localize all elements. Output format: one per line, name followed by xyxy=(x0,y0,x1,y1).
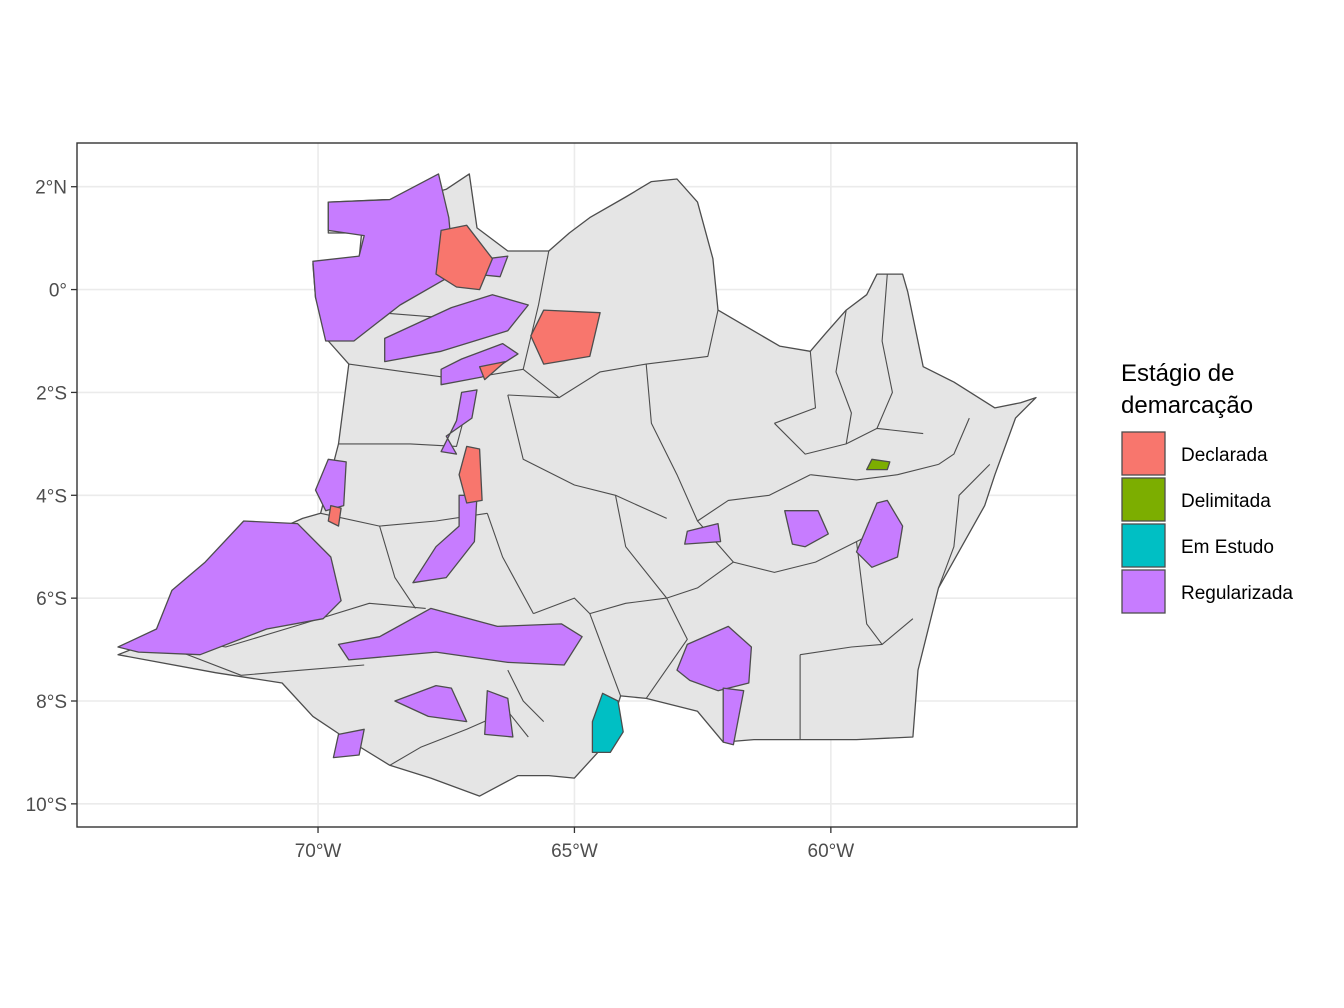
municipal-border-31 xyxy=(522,250,550,370)
municipal-border-14 xyxy=(174,649,365,676)
legend-key-0 xyxy=(1121,431,1166,476)
area-regularizada-9 xyxy=(394,684,468,723)
y-tick-label-0: 2°N xyxy=(35,178,67,199)
municipal-border-7 xyxy=(855,541,914,645)
legend-label-1: Delimitada xyxy=(1181,491,1271,512)
municipal-border-28 xyxy=(507,368,560,399)
x-tick-label-1: 65°W xyxy=(551,841,598,862)
area-regularizada-14 xyxy=(855,499,904,568)
municipal-border-23 xyxy=(810,463,939,481)
municipal-border-19 xyxy=(486,513,534,614)
area-regularizada-1 xyxy=(384,294,529,363)
municipal-border-3 xyxy=(507,394,667,519)
legend-title-line-1: Estágio de xyxy=(1121,360,1234,387)
y-tick-label-1: 0° xyxy=(49,281,67,302)
panel-border xyxy=(76,142,1078,828)
area-declarada-20 xyxy=(458,445,483,504)
legend-key-1 xyxy=(1121,477,1166,522)
legend-label-3: Regularizada xyxy=(1181,583,1293,604)
municipal-border-24 xyxy=(835,310,852,444)
legend-key-3 xyxy=(1121,569,1166,614)
municipal-border-12 xyxy=(645,597,688,699)
municipal-border-11 xyxy=(589,613,622,697)
area-regularizada-2 xyxy=(440,342,519,386)
municipal-border-1 xyxy=(348,363,524,381)
area-declarada-19 xyxy=(478,360,506,381)
legend-key-2 xyxy=(1121,523,1166,568)
area-regularizada-6 xyxy=(117,520,342,656)
area-regularizada-0 xyxy=(312,173,455,342)
area-regularizada-15 xyxy=(684,522,722,545)
municipal-border-30 xyxy=(937,464,991,589)
municipal-border-15 xyxy=(389,710,529,766)
area-regularizada-11 xyxy=(676,625,753,692)
legend: Estágio de demarcação Declarada Delimitad… xyxy=(1121,360,1293,614)
area-em-estudo-23 xyxy=(591,692,624,754)
municipal-border-20 xyxy=(533,597,591,615)
municipal-border-29 xyxy=(938,417,970,465)
x-tick-label-0: 70°W xyxy=(295,841,342,862)
municipal-border-26 xyxy=(774,351,817,424)
axes: 70°W 65°W 60°W 2°N 0° 2°S 4°S 6°S 8°S 10°S xyxy=(26,178,855,862)
municipal-border-21 xyxy=(614,495,668,599)
legend-label-0: Declarada xyxy=(1181,445,1268,466)
area-regularizada-3 xyxy=(440,389,478,455)
area-regularizada-12 xyxy=(722,687,745,746)
area-declarada-21 xyxy=(327,504,342,527)
municipal-border-27 xyxy=(558,309,719,399)
y-tick-label-2: 2°S xyxy=(36,383,67,404)
municipal-border-16 xyxy=(507,669,545,722)
municipal-border-18 xyxy=(379,525,416,609)
legend-title-line-2: demarcação xyxy=(1121,392,1253,419)
legend-label-2: Em Estudo xyxy=(1181,537,1274,558)
y-tick-label-4: 6°S xyxy=(36,589,67,610)
y-tick-label-3: 4°S xyxy=(36,486,67,507)
area-regularizada-8 xyxy=(337,607,583,666)
y-tick-label-5: 8°S xyxy=(36,692,67,713)
area-declarada-17 xyxy=(435,224,494,291)
area-regularizada-16 xyxy=(332,728,365,759)
area-declarada-18 xyxy=(530,309,601,365)
area-delimitada-22 xyxy=(866,458,891,471)
map-regions xyxy=(117,173,1037,797)
x-tick-label-2: 60°W xyxy=(808,841,855,862)
municipal-border-22 xyxy=(697,474,811,522)
y-tick-label-6: 10°S xyxy=(26,795,67,816)
area-regularizada-10 xyxy=(484,690,514,738)
municipal-border-8 xyxy=(800,643,883,656)
municipal-border-0 xyxy=(338,407,468,447)
area-regularizada-13 xyxy=(784,510,829,548)
municipal-border-25 xyxy=(876,274,893,429)
area-regularizada-7 xyxy=(412,494,478,584)
